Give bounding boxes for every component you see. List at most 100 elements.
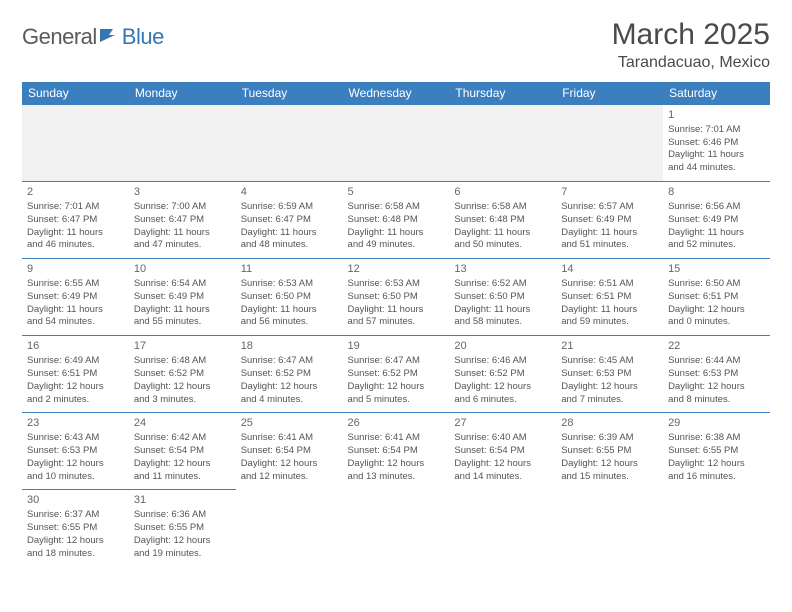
calendar-cell: 13Sunrise: 6:52 AMSunset: 6:50 PMDayligh… [449, 259, 556, 336]
daylight-line2: and 56 minutes. [241, 316, 338, 329]
daylight-line1: Daylight: 11 hours [134, 304, 231, 317]
daylight-line1: Daylight: 11 hours [27, 227, 124, 240]
sunrise-line: Sunrise: 6:53 AM [241, 278, 338, 291]
calendar-cell: 3Sunrise: 7:00 AMSunset: 6:47 PMDaylight… [129, 182, 236, 259]
calendar-cell: 5Sunrise: 6:58 AMSunset: 6:48 PMDaylight… [343, 182, 450, 259]
calendar-cell: 8Sunrise: 6:56 AMSunset: 6:49 PMDaylight… [663, 182, 770, 259]
day-number: 11 [241, 262, 338, 277]
calendar-cell: 2Sunrise: 7:01 AMSunset: 6:47 PMDaylight… [22, 182, 129, 259]
calendar-cell: 6Sunrise: 6:58 AMSunset: 6:48 PMDaylight… [449, 182, 556, 259]
daylight-line1: Daylight: 11 hours [348, 227, 445, 240]
calendar-cell: 26Sunrise: 6:41 AMSunset: 6:54 PMDayligh… [343, 413, 450, 490]
weekday-header: Saturday [663, 82, 770, 105]
day-number: 30 [27, 493, 124, 508]
day-number: 14 [561, 262, 658, 277]
day-number: 27 [454, 416, 551, 431]
daylight-line1: Daylight: 12 hours [454, 381, 551, 394]
sunrise-line: Sunrise: 6:48 AM [134, 355, 231, 368]
month-title: March 2025 [612, 18, 770, 52]
sunrise-line: Sunrise: 7:01 AM [668, 124, 765, 137]
daylight-line2: and 6 minutes. [454, 394, 551, 407]
daylight-line2: and 15 minutes. [561, 471, 658, 484]
day-number: 17 [134, 339, 231, 354]
daylight-line2: and 13 minutes. [348, 471, 445, 484]
daylight-line1: Daylight: 12 hours [241, 381, 338, 394]
sunset-line: Sunset: 6:48 PM [348, 214, 445, 227]
sunset-line: Sunset: 6:47 PM [27, 214, 124, 227]
daylight-line2: and 3 minutes. [134, 394, 231, 407]
daylight-line2: and 0 minutes. [668, 316, 765, 329]
sunrise-line: Sunrise: 6:43 AM [27, 432, 124, 445]
weekday-header: Thursday [449, 82, 556, 105]
calendar-head: SundayMondayTuesdayWednesdayThursdayFrid… [22, 82, 770, 105]
calendar-cell: 18Sunrise: 6:47 AMSunset: 6:52 PMDayligh… [236, 336, 343, 413]
sunset-line: Sunset: 6:52 PM [348, 368, 445, 381]
sunrise-line: Sunrise: 6:37 AM [27, 509, 124, 522]
title-block: March 2025 Tarandacuao, Mexico [612, 18, 770, 72]
calendar-cell [343, 490, 450, 567]
daylight-line2: and 59 minutes. [561, 316, 658, 329]
calendar-cell: 24Sunrise: 6:42 AMSunset: 6:54 PMDayligh… [129, 413, 236, 490]
header: General Blue March 2025 Tarandacuao, Mex… [22, 18, 770, 72]
daylight-line2: and 14 minutes. [454, 471, 551, 484]
calendar-cell: 7Sunrise: 6:57 AMSunset: 6:49 PMDaylight… [556, 182, 663, 259]
daylight-line1: Daylight: 11 hours [134, 227, 231, 240]
sunset-line: Sunset: 6:54 PM [134, 445, 231, 458]
calendar-cell [556, 490, 663, 567]
daylight-line1: Daylight: 11 hours [241, 304, 338, 317]
logo-text-blue: Blue [122, 24, 164, 50]
daylight-line1: Daylight: 12 hours [668, 304, 765, 317]
daylight-line2: and 2 minutes. [27, 394, 124, 407]
calendar-cell: 16Sunrise: 6:49 AMSunset: 6:51 PMDayligh… [22, 336, 129, 413]
sunrise-line: Sunrise: 6:44 AM [668, 355, 765, 368]
daylight-line1: Daylight: 12 hours [668, 458, 765, 471]
calendar-cell: 12Sunrise: 6:53 AMSunset: 6:50 PMDayligh… [343, 259, 450, 336]
calendar-row: 1Sunrise: 7:01 AMSunset: 6:46 PMDaylight… [22, 105, 770, 182]
daylight-line1: Daylight: 12 hours [27, 535, 124, 548]
sunrise-line: Sunrise: 6:47 AM [348, 355, 445, 368]
daylight-line1: Daylight: 11 hours [454, 304, 551, 317]
calendar-cell [449, 105, 556, 182]
calendar-cell: 25Sunrise: 6:41 AMSunset: 6:54 PMDayligh… [236, 413, 343, 490]
daylight-line2: and 46 minutes. [27, 239, 124, 252]
daylight-line1: Daylight: 11 hours [668, 227, 765, 240]
day-number: 5 [348, 185, 445, 200]
calendar-cell: 20Sunrise: 6:46 AMSunset: 6:52 PMDayligh… [449, 336, 556, 413]
daylight-line1: Daylight: 12 hours [561, 458, 658, 471]
calendar-cell [343, 105, 450, 182]
sunrise-line: Sunrise: 6:38 AM [668, 432, 765, 445]
calendar-cell: 21Sunrise: 6:45 AMSunset: 6:53 PMDayligh… [556, 336, 663, 413]
calendar-cell: 15Sunrise: 6:50 AMSunset: 6:51 PMDayligh… [663, 259, 770, 336]
flag-icon [99, 27, 121, 48]
sunrise-line: Sunrise: 6:42 AM [134, 432, 231, 445]
daylight-line2: and 12 minutes. [241, 471, 338, 484]
calendar-cell: 22Sunrise: 6:44 AMSunset: 6:53 PMDayligh… [663, 336, 770, 413]
sunset-line: Sunset: 6:50 PM [454, 291, 551, 304]
weekday-header: Tuesday [236, 82, 343, 105]
daylight-line1: Daylight: 12 hours [134, 535, 231, 548]
calendar-cell: 23Sunrise: 6:43 AMSunset: 6:53 PMDayligh… [22, 413, 129, 490]
location: Tarandacuao, Mexico [612, 54, 770, 72]
calendar-row: 16Sunrise: 6:49 AMSunset: 6:51 PMDayligh… [22, 336, 770, 413]
daylight-line1: Daylight: 12 hours [134, 381, 231, 394]
calendar-cell [236, 490, 343, 567]
daylight-line1: Daylight: 12 hours [668, 381, 765, 394]
daylight-line2: and 48 minutes. [241, 239, 338, 252]
daylight-line1: Daylight: 12 hours [348, 381, 445, 394]
day-number: 26 [348, 416, 445, 431]
sunset-line: Sunset: 6:54 PM [348, 445, 445, 458]
day-number: 1 [668, 108, 765, 123]
sunset-line: Sunset: 6:53 PM [27, 445, 124, 458]
daylight-line1: Daylight: 12 hours [241, 458, 338, 471]
sunset-line: Sunset: 6:55 PM [134, 522, 231, 535]
calendar-table: SundayMondayTuesdayWednesdayThursdayFrid… [22, 82, 770, 567]
sunrise-line: Sunrise: 6:50 AM [668, 278, 765, 291]
calendar-cell [449, 490, 556, 567]
daylight-line2: and 11 minutes. [134, 471, 231, 484]
daylight-line2: and 54 minutes. [27, 316, 124, 329]
sunset-line: Sunset: 6:49 PM [668, 214, 765, 227]
calendar-cell: 17Sunrise: 6:48 AMSunset: 6:52 PMDayligh… [129, 336, 236, 413]
sunset-line: Sunset: 6:51 PM [27, 368, 124, 381]
sunrise-line: Sunrise: 6:40 AM [454, 432, 551, 445]
sunrise-line: Sunrise: 6:39 AM [561, 432, 658, 445]
